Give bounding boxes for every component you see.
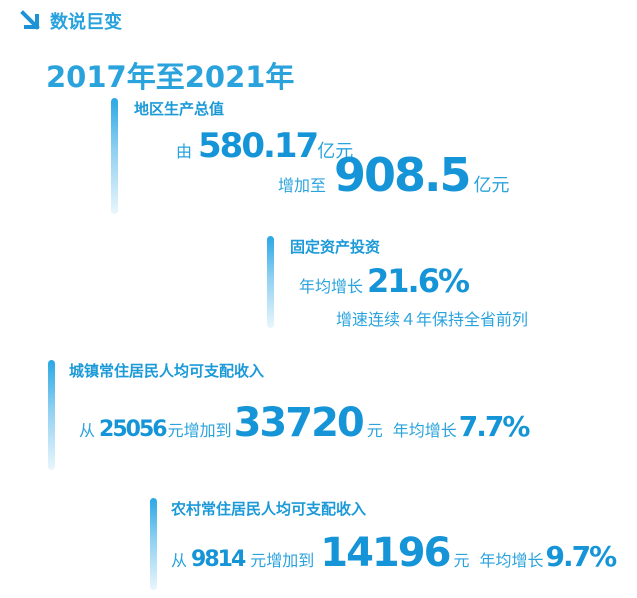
gdp-to-value: 908.5 [334, 148, 472, 202]
investment-bar [267, 236, 274, 328]
rural-label: 农村常住居民人均可支配收入 [171, 500, 367, 518]
gdp-from-unit: 亿元 [317, 141, 354, 162]
gdp-to-row: 增加至 908.5 亿元 [278, 148, 510, 202]
gdp-to-prefix: 增加至 [278, 176, 327, 195]
gdp-from-row: 由 580.17 亿元 [176, 126, 353, 166]
gdp-from-value: 580.17 [198, 126, 319, 166]
rural-bar [150, 498, 157, 590]
rural-to-value: 14196 [320, 530, 451, 576]
rural-growth-prefix: 年均增长 [479, 551, 544, 570]
urban-growth-value: 7.7% [458, 410, 531, 443]
rural-mid-text: 元增加到 [250, 551, 315, 570]
period-heading: 2017年至2021年 [46, 60, 295, 94]
urban-row: 从 25056 元增加到 33720 元 年均增长 7.7% [79, 400, 531, 446]
urban-bar [48, 360, 55, 470]
rural-from-value: 9814 [191, 547, 246, 572]
gdp-from-prefix: 由 [176, 142, 193, 161]
investment-note: 增速连续４年保持全省前列 [336, 310, 529, 329]
rural-to-unit: 元 [453, 551, 470, 570]
urban-mid-text: 元增加到 [167, 421, 232, 440]
gdp-bar [111, 98, 118, 214]
gdp-label: 地区生产总值 [134, 100, 225, 118]
rural-growth-value: 9.7% [545, 540, 617, 573]
investment-value: 21.6% [367, 262, 470, 300]
urban-label: 城镇常住居民人均可支配收入 [69, 362, 265, 380]
urban-from-value: 25056 [99, 417, 168, 442]
rural-from-prefix: 从 [171, 551, 188, 570]
investment-row: 年均增长 21.6% [299, 262, 470, 300]
investment-label: 固定资产投资 [290, 238, 381, 256]
section-title: 数说巨变 [50, 12, 122, 33]
gdp-to-unit: 亿元 [473, 175, 510, 196]
arrow-icon [20, 10, 40, 30]
urban-to-unit: 元 [366, 421, 383, 440]
urban-growth-prefix: 年均增长 [392, 421, 457, 440]
urban-to-value: 33720 [233, 400, 365, 446]
rural-row: 从 9814 元增加到 14196 元 年均增长 9.7% [171, 530, 617, 576]
urban-from-prefix: 从 [79, 421, 96, 440]
investment-prefix: 年均增长 [299, 277, 364, 296]
